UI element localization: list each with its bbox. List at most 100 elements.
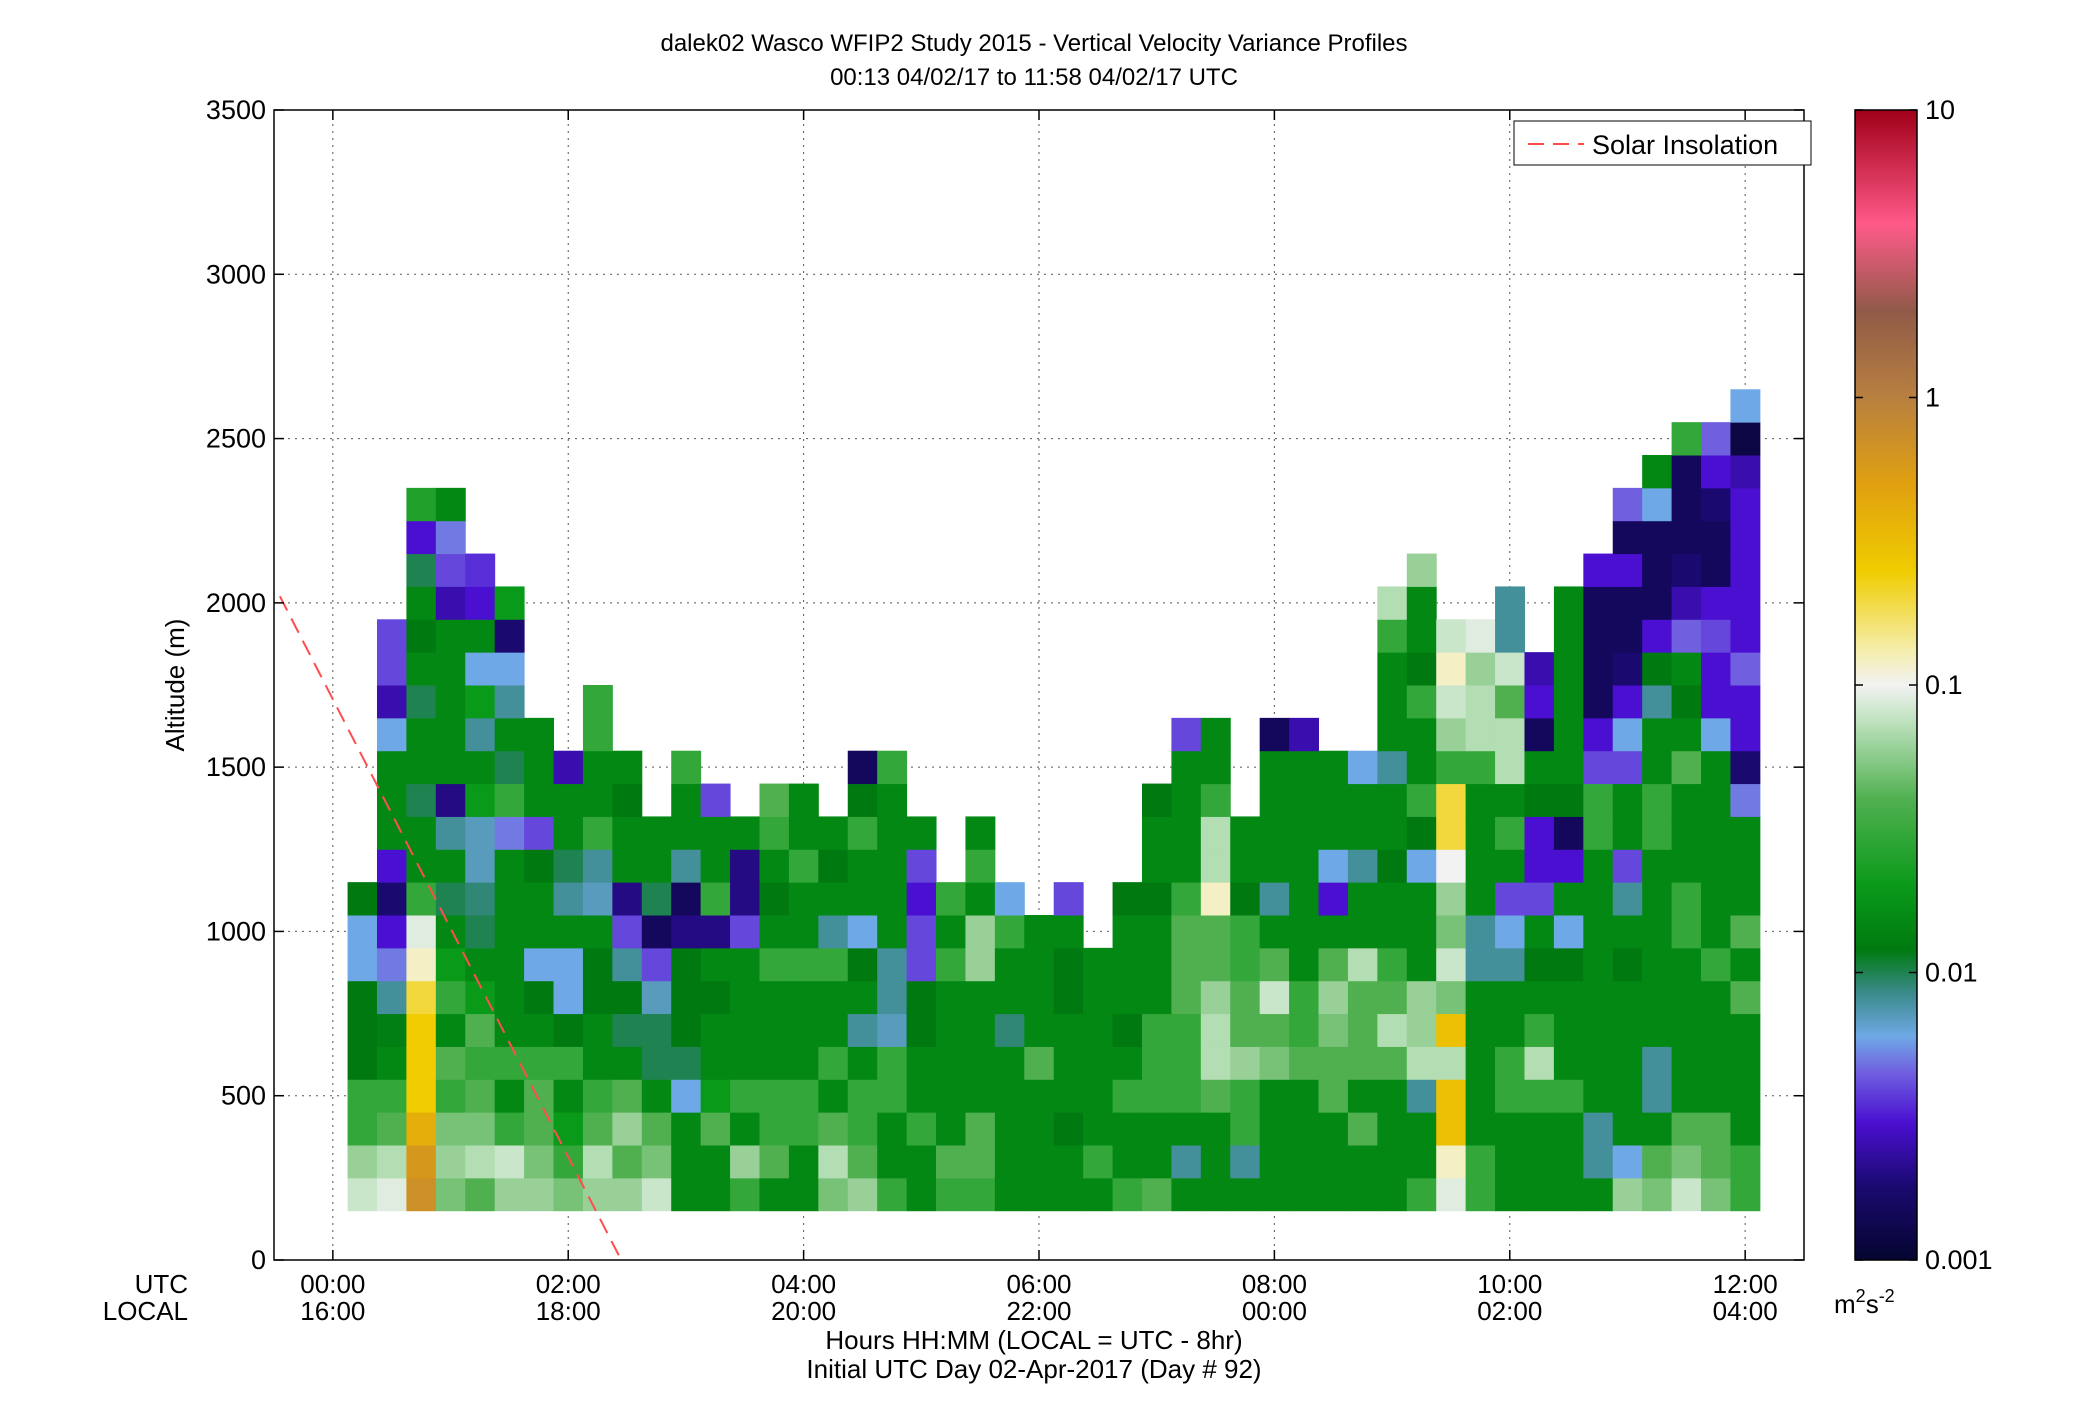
heatmap-cell [1377, 652, 1408, 686]
heatmap-cell [1230, 1013, 1261, 1047]
heatmap-cell [406, 685, 437, 719]
heatmap-cell [818, 915, 849, 949]
heatmap-cell [435, 915, 466, 949]
heatmap-cell [1289, 783, 1320, 817]
heatmap-cell [465, 717, 496, 752]
y-tick-label: 2000 [206, 588, 266, 618]
heatmap-cell [465, 915, 496, 949]
heatmap-cell [376, 652, 407, 686]
heatmap-cell [641, 1112, 672, 1146]
x-tick-label-local: 20:00 [771, 1296, 836, 1326]
heatmap-cell [965, 1079, 996, 1113]
heatmap-cell [1730, 1013, 1761, 1047]
heatmap-cell [1259, 1013, 1290, 1047]
heatmap-cell [1083, 980, 1114, 1015]
heatmap-cell [936, 947, 966, 982]
heatmap-cell [1612, 586, 1643, 620]
heatmap-cell [1171, 882, 1202, 916]
heatmap-cell [1436, 1046, 1467, 1080]
heatmap-cell [1377, 1145, 1408, 1179]
heatmap-cell [435, 1013, 466, 1047]
heatmap-cell [641, 1046, 672, 1080]
heatmap-cell [759, 882, 790, 916]
heatmap-cell [965, 980, 996, 1015]
heatmap-cell [494, 980, 525, 1015]
heatmap-cell [1141, 783, 1172, 817]
heatmap-cell [1701, 849, 1731, 883]
heatmap-cell [1553, 1177, 1584, 1212]
heatmap-cell [1141, 816, 1172, 850]
heatmap-cell [1406, 1079, 1437, 1113]
heatmap-cell [1671, 520, 1702, 555]
heatmap-cell [1671, 685, 1702, 719]
heatmap-cell [847, 1145, 878, 1179]
heatmap-cell [1141, 1177, 1172, 1212]
heatmap-cell [553, 750, 584, 785]
heatmap-cell [1495, 619, 1525, 653]
heatmap-cell [406, 816, 437, 850]
heatmap-cell [759, 947, 790, 982]
heatmap-cell [1289, 1145, 1320, 1179]
heatmap-cell [994, 980, 1025, 1015]
heatmap-cell [582, 1112, 613, 1146]
heatmap-cell [1318, 1145, 1349, 1179]
heatmap-cell [1701, 520, 1731, 555]
heatmap-cell [1495, 1079, 1525, 1113]
heatmap-cell [1495, 1112, 1525, 1146]
heatmap-cell [1053, 915, 1084, 949]
heatmap-cell [406, 1046, 437, 1080]
heatmap-cell [1377, 816, 1408, 850]
heatmap-cell [612, 783, 643, 817]
heatmap-cell [671, 1046, 702, 1080]
heatmap-cell [1612, 947, 1643, 982]
heatmap-cell [1024, 1177, 1055, 1212]
heatmap-cell [494, 586, 525, 620]
heatmap-cell [936, 882, 966, 916]
heatmap-cell [582, 783, 613, 817]
heatmap-cell [465, 1145, 496, 1179]
heatmap-cell [1289, 750, 1320, 785]
heatmap-cell [406, 487, 437, 522]
heatmap-cell [376, 980, 407, 1015]
heatmap-cell [1730, 619, 1761, 653]
heatmap-cell [1200, 980, 1231, 1015]
heatmap-cell [936, 1177, 966, 1212]
heatmap-cell [1671, 882, 1702, 916]
heatmap-cell [788, 947, 819, 982]
heatmap-cell [1406, 717, 1437, 752]
heatmap-cell [788, 1079, 819, 1113]
heatmap-cell [1553, 619, 1584, 653]
heatmap-cell [847, 1112, 878, 1146]
heatmap-cell [553, 1145, 584, 1179]
heatmap-cell [347, 1079, 378, 1113]
heatmap-cell [465, 553, 496, 587]
heatmap-cell [1612, 915, 1643, 949]
heatmap-cell [582, 947, 613, 982]
heatmap-cell [1524, 882, 1555, 916]
heatmap-cell [906, 1079, 937, 1113]
heatmap-cell [906, 1013, 937, 1047]
heatmap-cell [877, 1112, 908, 1146]
heatmap-cell [1730, 717, 1761, 752]
heatmap-cell [1612, 685, 1643, 719]
heatmap-cell [994, 1013, 1025, 1047]
heatmap-cell [1583, 1177, 1614, 1212]
heatmap-cell [730, 849, 760, 883]
heatmap-cell [1053, 1013, 1084, 1047]
heatmap-cell [435, 1112, 466, 1146]
heatmap-cell [1318, 980, 1349, 1015]
heatmap-cell [1642, 1079, 1673, 1113]
heatmap-cell [1671, 1079, 1702, 1113]
heatmap-cell [1083, 1112, 1114, 1146]
heatmap-cell [1200, 947, 1231, 982]
heatmap-cell [671, 915, 702, 949]
heatmap-cell [1642, 652, 1673, 686]
heatmap-cell [641, 1177, 672, 1212]
heatmap-cell [965, 1145, 996, 1179]
heatmap-cell [553, 882, 584, 916]
heatmap-cell [1465, 980, 1496, 1015]
heatmap-cell [1141, 915, 1172, 949]
heatmap-cell [376, 1145, 407, 1179]
heatmap-cell [700, 882, 731, 916]
heatmap-cell [435, 849, 466, 883]
